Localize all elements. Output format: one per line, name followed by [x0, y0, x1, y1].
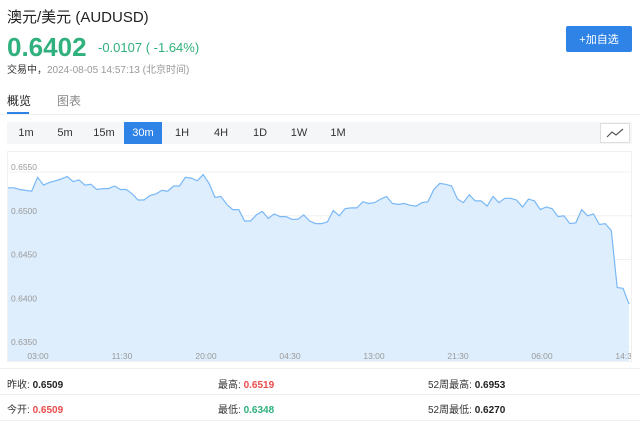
- tab-overview[interactable]: 概览: [7, 94, 32, 108]
- x-tick-label: 06:00: [531, 351, 553, 361]
- x-tick-label: 11:30: [112, 351, 133, 361]
- stat-item: 最高: 0.6519: [218, 376, 274, 391]
- period-4H[interactable]: 4H: [213, 127, 229, 139]
- x-tick-label: 14:30: [615, 351, 632, 361]
- line-chart-icon[interactable]: [600, 123, 630, 143]
- period-15m[interactable]: 15m: [93, 127, 115, 139]
- price-change: -0.0107 ( -1.64%): [98, 40, 200, 55]
- price-line: [8, 173, 630, 305]
- period-1D[interactable]: 1D: [252, 127, 268, 139]
- divider: [0, 114, 640, 115]
- y-tick-label: 0.6550: [11, 162, 37, 172]
- divider: [0, 420, 640, 421]
- period-5m[interactable]: 5m: [57, 127, 73, 139]
- divider: [0, 368, 640, 369]
- period-1W[interactable]: 1W: [290, 127, 308, 139]
- status-label: 交易中，: [7, 65, 47, 76]
- stat-item: 昨收: 0.6509: [7, 376, 63, 391]
- page-title: 澳元/美元 (AUDUSD): [7, 9, 149, 26]
- active-tab-indicator: [7, 112, 29, 114]
- stat-label: 昨收:: [7, 380, 30, 391]
- current-price: 0.6402: [7, 32, 87, 62]
- add-watchlist-button[interactable]: +加自选: [566, 26, 632, 52]
- stat-value: 0.6348: [243, 405, 275, 416]
- price-chart: 0.6550 0.6500 0.6450 0.6400 0.6350 03:00 11:30…: [7, 151, 632, 362]
- y-tick-label: 0.6350: [11, 337, 37, 347]
- period-1M[interactable]: 1M: [330, 127, 346, 139]
- stat-value: 0.6509: [32, 405, 64, 416]
- stat-label: 最高:: [218, 380, 241, 391]
- stat-item: 52周最高: 0.6953: [428, 376, 505, 391]
- x-tick-label: 21:30: [447, 351, 469, 361]
- period-selector: 1m 5m 15m 30m 1H 4H 1D 1W 1M: [7, 122, 632, 144]
- stat-label: 52周最低:: [428, 405, 472, 416]
- stat-label: 52周最高:: [428, 380, 472, 391]
- stat-value: 0.6953: [474, 380, 506, 391]
- stat-item: 52周最低: 0.6270: [428, 401, 505, 416]
- x-tick-label: 04:30: [279, 351, 301, 361]
- x-tick-label: 20:00: [195, 351, 217, 361]
- stat-value: 0.6509: [32, 380, 64, 391]
- stat-value: 0.6270: [474, 405, 506, 416]
- area-fill: [8, 174, 629, 361]
- x-tick-label: 03:00: [27, 351, 49, 361]
- stat-item: 今开: 0.6509: [7, 401, 63, 416]
- y-tick-label: 0.6500: [11, 206, 37, 216]
- stat-value: 0.6519: [243, 380, 275, 391]
- y-tick-label: 0.6450: [11, 250, 37, 260]
- stat-label: 最低:: [218, 405, 241, 416]
- tab-chart[interactable]: 图表: [57, 94, 82, 108]
- period-30m[interactable]: 30m: [124, 122, 162, 144]
- timestamp: 2024-08-05 14:57:13 (北京时间): [47, 65, 190, 76]
- divider: [0, 394, 640, 395]
- period-1m[interactable]: 1m: [18, 127, 34, 139]
- y-tick-label: 0.6400: [11, 293, 37, 303]
- period-1H[interactable]: 1H: [174, 127, 190, 139]
- stat-item: 最低: 0.6348: [218, 401, 274, 416]
- trading-status: 交易中，2024-08-05 14:57:13 (北京时间): [7, 61, 189, 76]
- stat-label: 今开:: [7, 405, 30, 416]
- x-tick-label: 13:00: [363, 351, 385, 361]
